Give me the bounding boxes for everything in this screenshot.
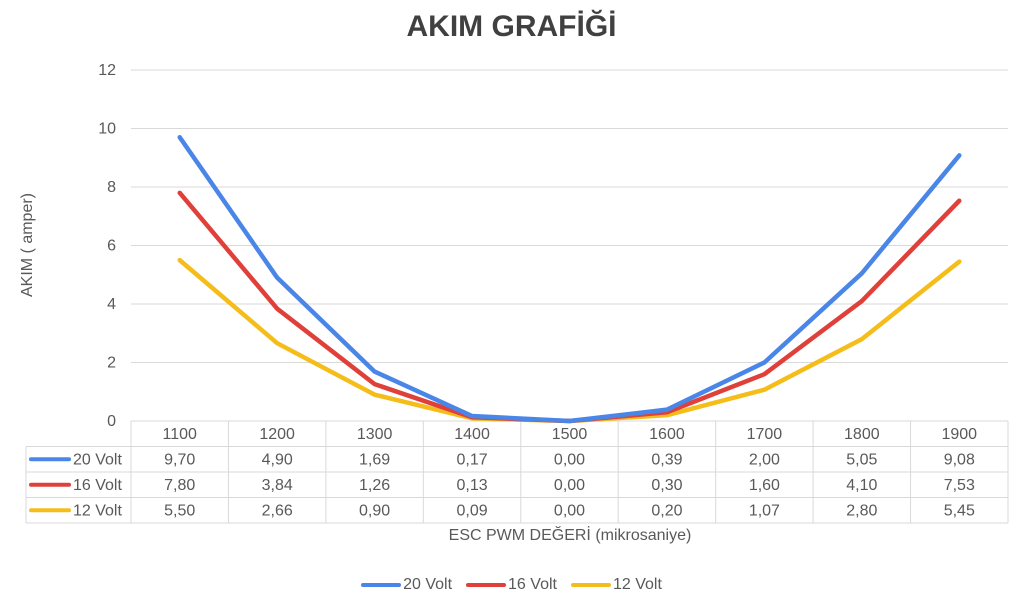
x-tick-label: 1100: [163, 426, 198, 443]
legend-item-16-volt: 16 Volt: [466, 576, 557, 594]
data-label: 7,53: [944, 477, 975, 494]
table-series-name: 16 Volt: [73, 477, 122, 494]
y-tick-label: 4: [107, 296, 116, 313]
x-tick-label: 1500: [552, 426, 588, 443]
table-series-name: 20 Volt: [73, 452, 122, 469]
x-tick-label: 1200: [259, 426, 295, 443]
x-tick-label: 1400: [454, 426, 490, 443]
series-line-12-volt: [177, 257, 962, 424]
legend-label-16-volt: 16 Volt: [508, 576, 557, 593]
legend: 20 Volt 16 Volt 12 Volt: [0, 576, 1023, 594]
data-label: 2,66: [262, 503, 293, 520]
data-label: 5,45: [944, 503, 975, 520]
data-label: 4,90: [262, 452, 293, 469]
data-label: 7,80: [164, 477, 195, 494]
y-tick-label: 10: [98, 121, 116, 138]
data-label: 1,07: [749, 503, 780, 520]
data-label: 9,08: [944, 452, 975, 469]
data-label: 1,60: [749, 477, 780, 494]
table-series-name: 12 Volt: [73, 503, 122, 520]
data-label: 2,80: [846, 503, 877, 520]
y-tick-label: 12: [98, 62, 116, 79]
legend-swatch-20-volt: [361, 583, 402, 587]
data-label: 0,09: [456, 503, 487, 520]
x-axis-label: ESC PWM DEĞERİ (mikrosaniye): [448, 527, 692, 544]
data-table: 1100 1200 1300 1400 1500 1600 1700 1800 1900 20 V…: [25, 420, 1009, 524]
data-label: 0,20: [651, 503, 682, 520]
data-label: 9,70: [164, 452, 195, 469]
legend-swatch-16-volt: [466, 583, 507, 587]
x-tick-label: 1700: [747, 426, 783, 443]
y-tick-label: 8: [107, 179, 116, 196]
data-label: 0,39: [651, 452, 682, 469]
series-line-16-volt: [177, 190, 962, 424]
data-label: 2,00: [749, 452, 780, 469]
data-label: 0,17: [456, 452, 487, 469]
legend-label-12-volt: 12 Volt: [612, 576, 662, 593]
x-tick-label: 1300: [357, 426, 393, 443]
data-label: 0,13: [456, 477, 487, 494]
chart-title: AKIM GRAFİĞİ: [406, 10, 617, 43]
data-label: 0,90: [359, 503, 390, 520]
data-label: 5,05: [846, 452, 877, 469]
data-label: 0,00: [554, 503, 585, 520]
x-tick-label: 1600: [649, 426, 685, 443]
y-axis-label: AKIM ( amper): [19, 192, 36, 298]
data-label: 0,30: [651, 477, 682, 494]
data-label: 3,84: [262, 477, 293, 494]
legend-swatch-12-volt: [570, 583, 611, 587]
legend-item-20-volt: 20 Volt: [361, 576, 452, 594]
series-lines: [177, 135, 962, 424]
grid-layer: 0 2 4 6 8 10 12: [98, 62, 1008, 430]
data-label: 5,50: [164, 503, 195, 520]
x-tick-label: 1900: [941, 426, 977, 443]
data-label: 4,10: [846, 477, 877, 494]
data-label: 1,69: [359, 452, 390, 469]
y-tick-label: 2: [107, 355, 116, 372]
data-label: 0,00: [554, 477, 585, 494]
legend-item-12-volt: 12 Volt: [570, 576, 662, 594]
legend-label-20-volt: 20 Volt: [403, 576, 453, 593]
data-label: 0,00: [554, 452, 585, 469]
data-label: 1,26: [359, 477, 390, 494]
x-tick-label: 1800: [844, 426, 880, 443]
y-tick-label: 6: [107, 238, 116, 255]
series-line-20-volt: [177, 135, 962, 424]
y-tick-label: 0: [107, 413, 116, 430]
